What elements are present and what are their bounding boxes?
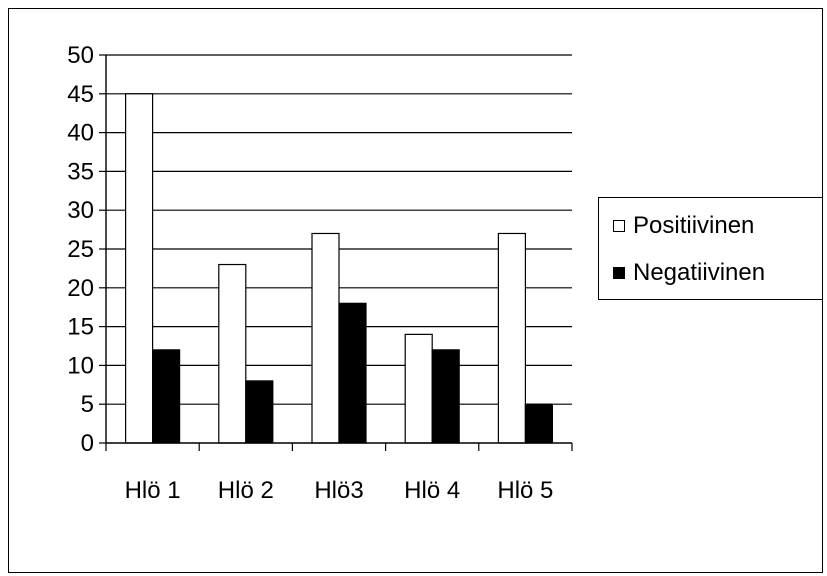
bar-negative-1 bbox=[152, 349, 181, 444]
legend-label-positive: Positiivinen bbox=[633, 212, 755, 239]
bar-positive-3 bbox=[311, 232, 340, 444]
legend-swatch-positive bbox=[613, 220, 625, 232]
legend-item-positive: Positiivinen bbox=[613, 212, 754, 240]
legend-label-negative: Negatiivinen bbox=[633, 259, 766, 286]
x-tick-label-3: Hlö3 bbox=[314, 477, 363, 504]
bar-positive-1 bbox=[124, 93, 154, 444]
legend-swatch-negative bbox=[613, 267, 625, 279]
axes bbox=[99, 54, 573, 451]
bar-positive-2 bbox=[218, 263, 247, 444]
y-tick-label-15: 15 bbox=[67, 314, 94, 341]
bar-negative-4 bbox=[431, 349, 460, 444]
y-tick-label-45: 45 bbox=[67, 81, 94, 108]
y-tick-label-20: 20 bbox=[67, 275, 94, 302]
x-tick-label-2: Hlö 2 bbox=[218, 477, 274, 504]
y-tick-label-10: 10 bbox=[67, 352, 94, 379]
x-tick-label-5: Hlö 5 bbox=[497, 477, 553, 504]
y-tick-label-25: 25 bbox=[67, 236, 94, 263]
legend-item-negative: Negatiivinen bbox=[613, 259, 765, 287]
y-tick-label-35: 35 bbox=[67, 158, 94, 185]
legend: Positiivinen Negatiivinen bbox=[598, 197, 823, 300]
y-tick-label-30: 30 bbox=[67, 197, 94, 224]
bar-negative-2 bbox=[245, 380, 274, 444]
y-tick-label-5: 5 bbox=[81, 391, 94, 418]
y-tick-label-50: 50 bbox=[67, 42, 94, 69]
bars bbox=[124, 93, 554, 444]
x-tick-label-4: Hlö 4 bbox=[404, 477, 460, 504]
y-tick-label-0: 0 bbox=[81, 430, 94, 457]
bar-negative-5 bbox=[524, 403, 554, 444]
grid-lines bbox=[106, 54, 572, 405]
bar-positive-4 bbox=[404, 333, 433, 444]
bar-positive-5 bbox=[497, 232, 526, 444]
x-tick-label-1: Hlö 1 bbox=[125, 477, 181, 504]
bar-negative-3 bbox=[338, 302, 367, 444]
y-tick-label-40: 40 bbox=[67, 120, 94, 147]
axis-labels: 0 5 10 15 20 25 30 35 40 45 50 Hlö 1 Hlö 2 Hlö3 Hlö 4 H… bbox=[67, 42, 553, 504]
